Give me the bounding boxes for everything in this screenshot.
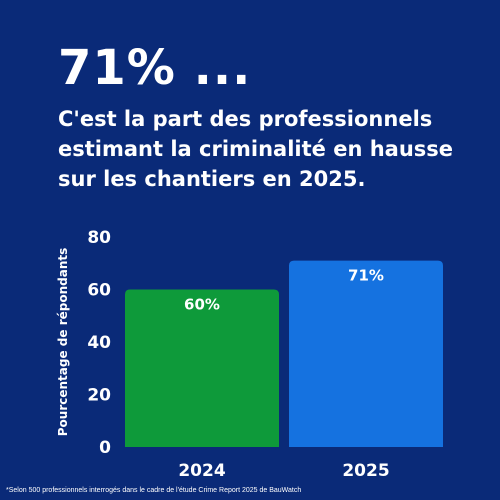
footnote: *Selon 500 professionnels interrogés dan… <box>6 487 302 494</box>
subtitle-line-1: C'est la part des professionnels <box>58 107 433 131</box>
bar-2025 <box>289 260 443 447</box>
subtitle-line-2: estimant la criminalité en hausse <box>58 137 454 161</box>
bar-2024 <box>125 289 279 447</box>
y-tick-label-0: 0 <box>99 438 111 458</box>
data-label-2024: 60% <box>184 296 220 314</box>
x-tick-label-2025: 2025 <box>342 461 389 481</box>
y-tick-label-40: 40 <box>87 333 111 353</box>
x-tick-label-2024: 2024 <box>178 461 225 481</box>
y-tick-label-60: 60 <box>87 281 111 301</box>
headline: 71% ... <box>58 40 252 96</box>
subtitle-line-3: sur les chantiers en 2025. <box>58 167 366 191</box>
y-axis-label: Pourcentage de répondants <box>56 248 70 436</box>
y-tick-label-20: 20 <box>87 386 111 406</box>
data-label-2025: 71% <box>348 267 384 285</box>
subtitle: C'est la part des professionnels estiman… <box>58 104 488 194</box>
y-tick-label-80: 80 <box>87 228 111 248</box>
